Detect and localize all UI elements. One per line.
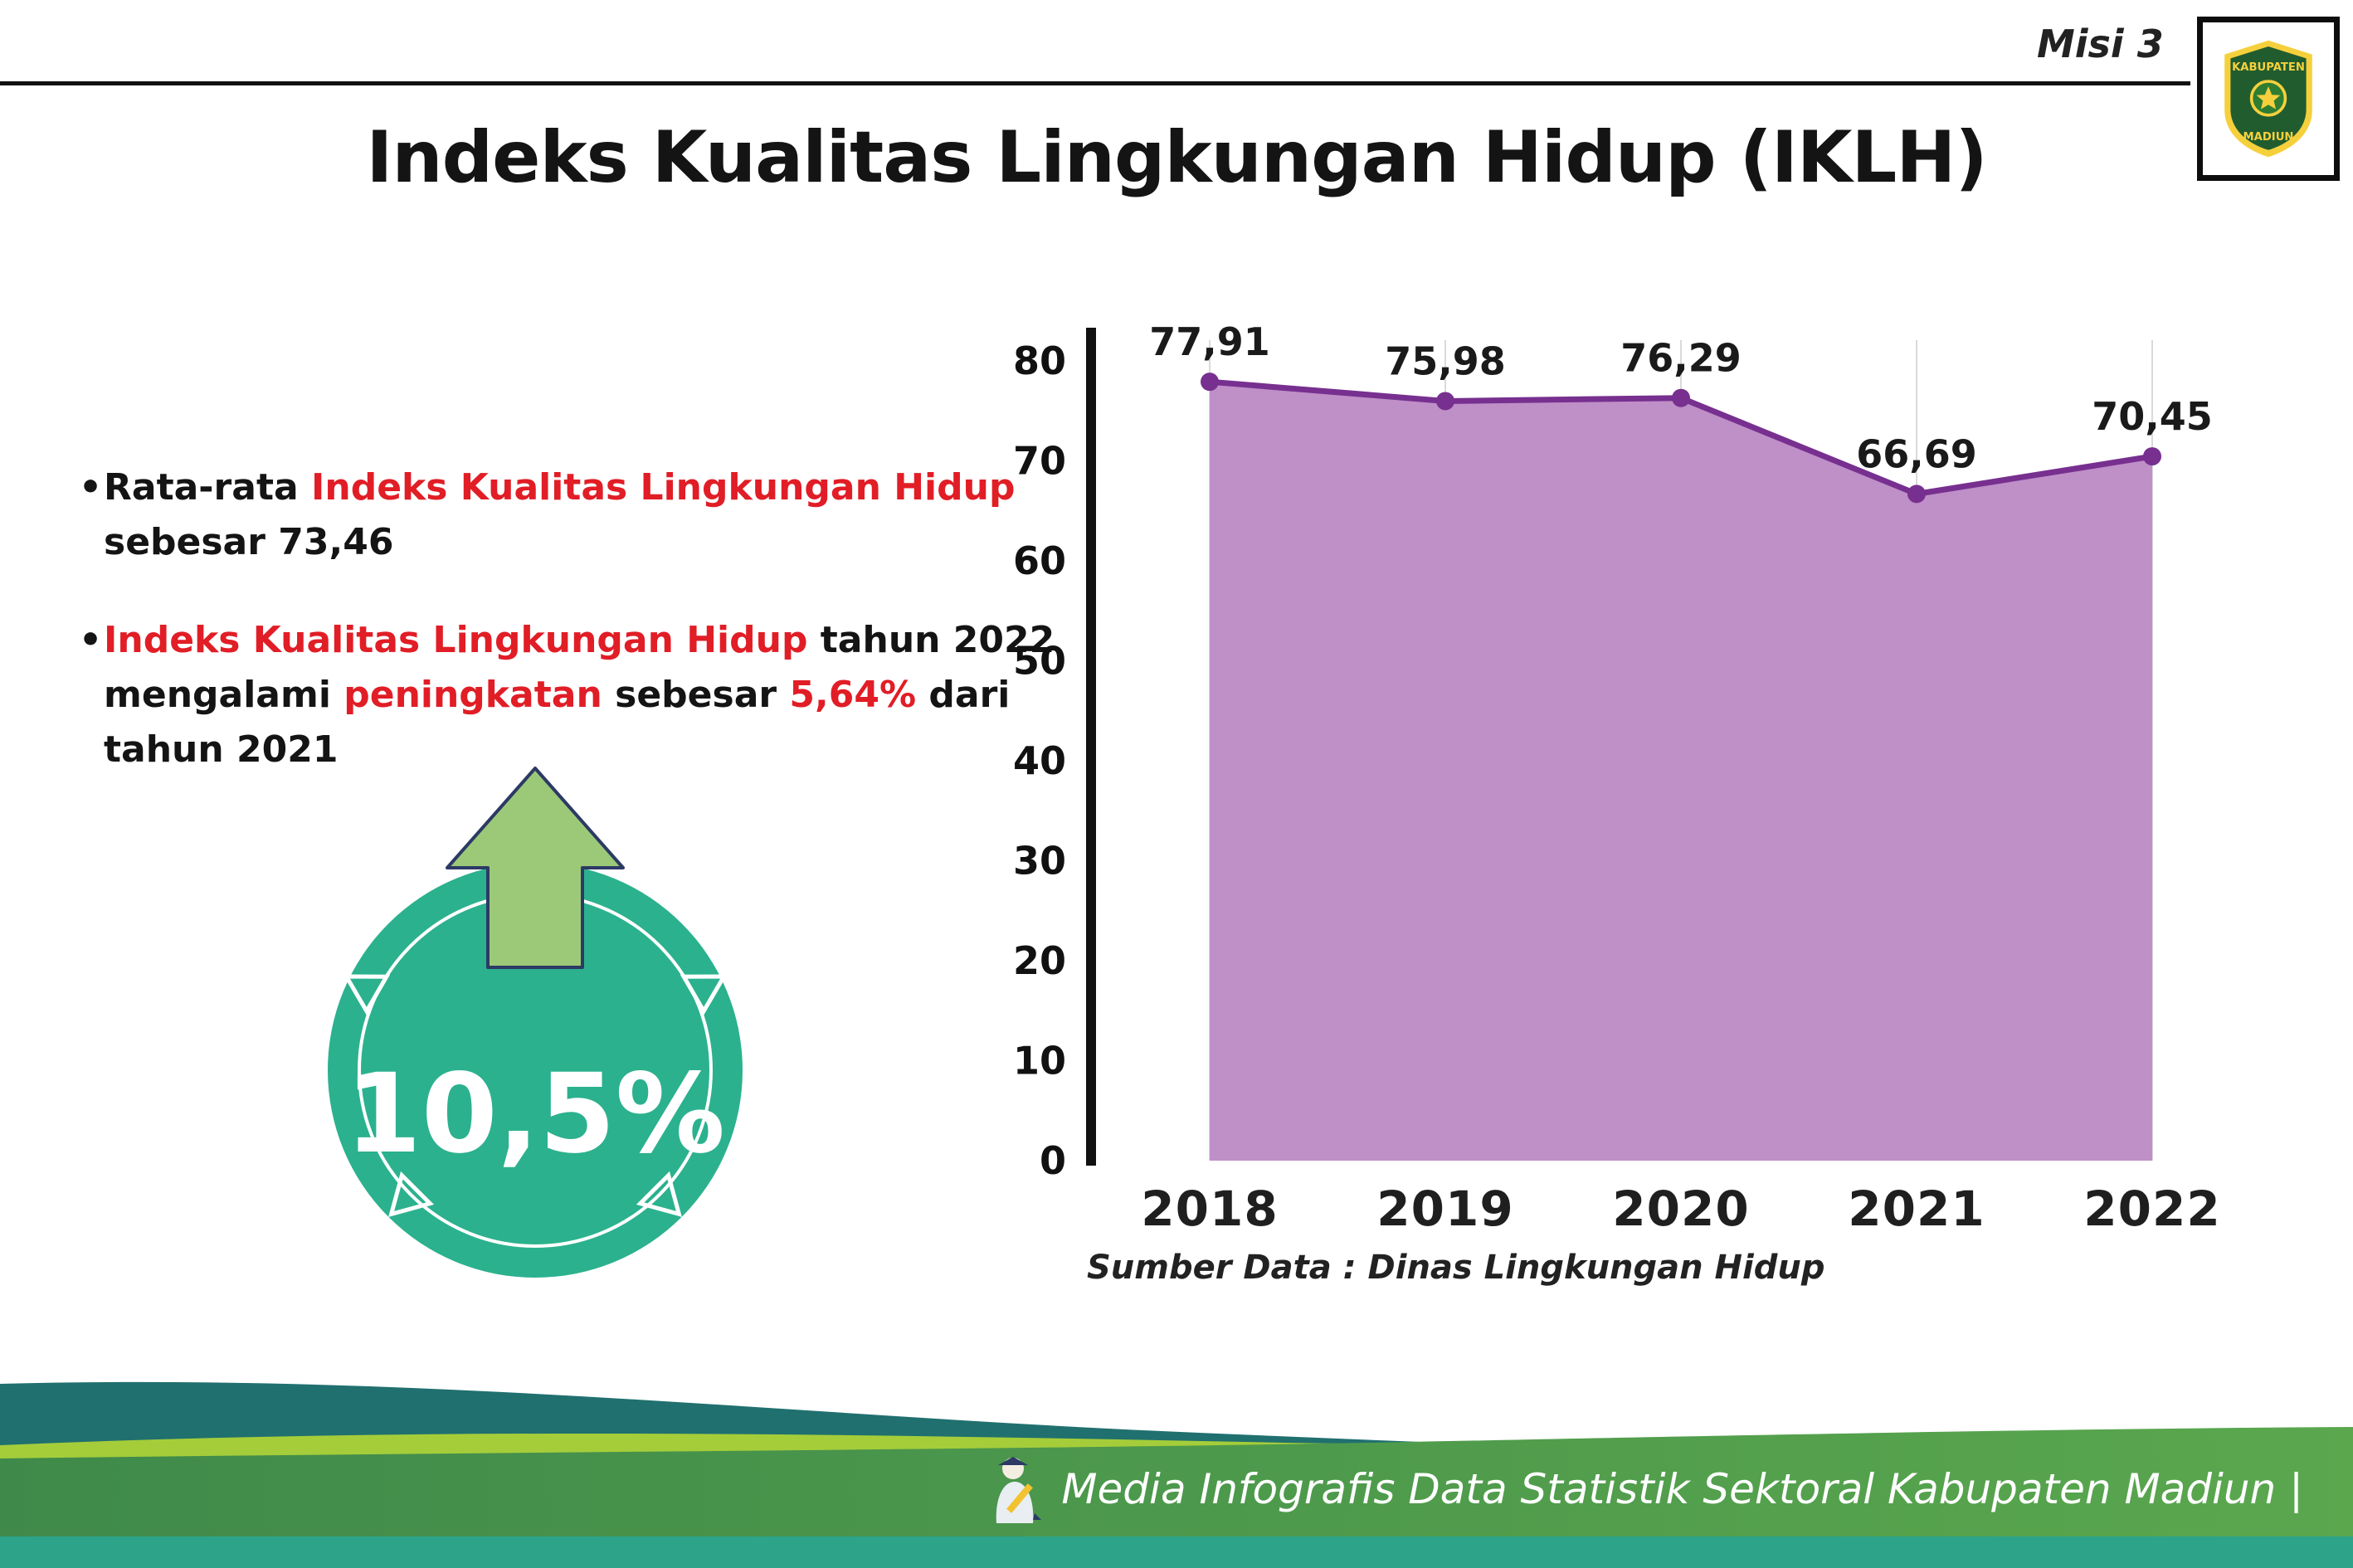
data-point bbox=[1201, 373, 1219, 392]
badge-tri-bottom-right-icon bbox=[636, 1171, 682, 1217]
y-tick-label: 80 bbox=[1013, 338, 1066, 383]
y-tick-label: 70 bbox=[1013, 439, 1066, 484]
data-point bbox=[2143, 447, 2161, 466]
area-fill bbox=[1210, 382, 2152, 1161]
header-rule bbox=[0, 81, 2190, 85]
misi-label: Misi 3 bbox=[2037, 22, 2164, 66]
data-point bbox=[1436, 392, 1454, 411]
y-tick-label: 40 bbox=[1013, 738, 1066, 783]
data-label: 76,29 bbox=[1620, 336, 1742, 381]
x-tick-label: 2018 bbox=[1141, 1181, 1278, 1237]
y-tick-label: 50 bbox=[1013, 639, 1066, 684]
data-label: 66,69 bbox=[1856, 431, 1977, 476]
y-tick-label: 60 bbox=[1013, 538, 1066, 583]
badge-circle bbox=[328, 863, 743, 1278]
bullet-list: • Rata-rata Indeks Kualitas Lingkungan Hi… bbox=[79, 460, 1055, 821]
footer-waves bbox=[0, 1381, 2353, 1568]
page-title: Indeks Kualitas Lingkungan Hidup (IKLH) bbox=[366, 116, 1987, 199]
y-tick-label: 10 bbox=[1013, 1039, 1066, 1083]
x-tick-label: 2019 bbox=[1376, 1181, 1513, 1237]
iklh-area-chart: 77,91 75,98 76,29 66,69 70,45 0 10 20 30 40 50 60 70… bbox=[1013, 319, 2220, 1237]
bullet-item: • Indeks Kualitas Lingkungan Hidup tahun … bbox=[79, 613, 1055, 777]
bullet-dot: • bbox=[79, 466, 103, 509]
footer-text: Media Infografis Data Statistik Sektoral… bbox=[1061, 1465, 2303, 1513]
x-tick-label: 2021 bbox=[1848, 1181, 1985, 1237]
footer-wave-green bbox=[0, 1427, 2353, 1568]
mascot-icon bbox=[996, 1457, 1042, 1523]
y-tick-label: 30 bbox=[1013, 839, 1066, 884]
badge-tri-bottom-left-icon bbox=[388, 1171, 435, 1217]
x-tick-label: 2022 bbox=[2083, 1181, 2220, 1237]
bullet-text: Rata-rata Indeks Kualitas Lingkungan Hid… bbox=[104, 466, 1016, 563]
chart-source: Sumber Data : Dinas Lingkungan Hidup bbox=[1087, 1249, 1825, 1287]
crest-top-text: KABUPATEN bbox=[2232, 61, 2305, 74]
crest-star-icon bbox=[2256, 86, 2281, 110]
data-point bbox=[1907, 485, 1926, 504]
y-tick-label: 20 bbox=[1013, 938, 1066, 983]
badge-tri-right-icon bbox=[680, 974, 728, 1015]
badge-value: 10,5% bbox=[345, 1050, 725, 1178]
data-label: 75,98 bbox=[1385, 338, 1506, 383]
up-arrow-icon bbox=[446, 767, 625, 969]
bullet-item: • Rata-rata Indeks Kualitas Lingkungan Hi… bbox=[79, 460, 1016, 570]
data-label: 70,45 bbox=[2092, 394, 2213, 439]
footer-strip bbox=[0, 1536, 2353, 1568]
crest-icon: KABUPATEN MADIUN bbox=[2224, 40, 2312, 158]
y-tick-label: 0 bbox=[1040, 1138, 1066, 1183]
x-tick-label: 2020 bbox=[1612, 1181, 1749, 1237]
bullet-dot: • bbox=[79, 619, 103, 661]
crest-bottom-text: MADIUN bbox=[2243, 131, 2294, 144]
data-point bbox=[1672, 388, 1690, 407]
kabupaten-madiun-logo: KABUPATEN MADIUN bbox=[2197, 17, 2340, 181]
bullet-text: Indeks Kualitas Lingkungan Hidup tahun 2… bbox=[104, 619, 1055, 771]
badge-tri-left-icon bbox=[343, 974, 391, 1015]
increase-badge: 10,5% bbox=[328, 767, 743, 1278]
footer-credit: Media Infografis Data Statistik Sektoral… bbox=[985, 1454, 2303, 1525]
data-label: 77,91 bbox=[1149, 319, 1270, 364]
